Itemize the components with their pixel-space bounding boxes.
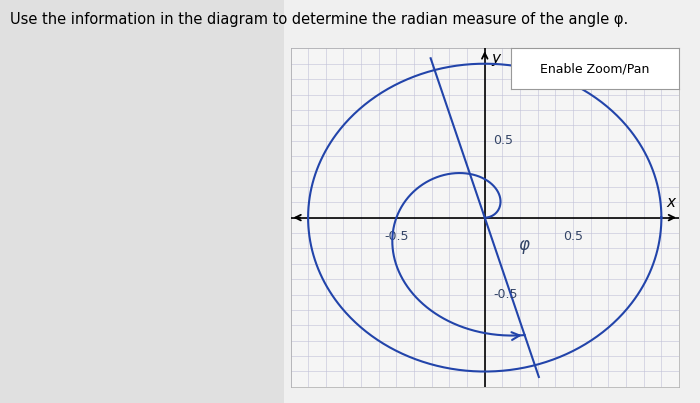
Text: Use the information in the diagram to determine the radian measure of the angle : Use the information in the diagram to de…	[10, 12, 629, 27]
Text: y: y	[492, 52, 500, 66]
Text: x: x	[666, 195, 676, 210]
Text: Enable Zoom/Pan: Enable Zoom/Pan	[540, 62, 650, 75]
Text: 0.5: 0.5	[563, 230, 583, 243]
Text: 0.5: 0.5	[494, 134, 514, 147]
Text: φ: φ	[518, 236, 529, 254]
Text: -0.5: -0.5	[494, 288, 518, 301]
Text: -0.5: -0.5	[384, 230, 409, 243]
